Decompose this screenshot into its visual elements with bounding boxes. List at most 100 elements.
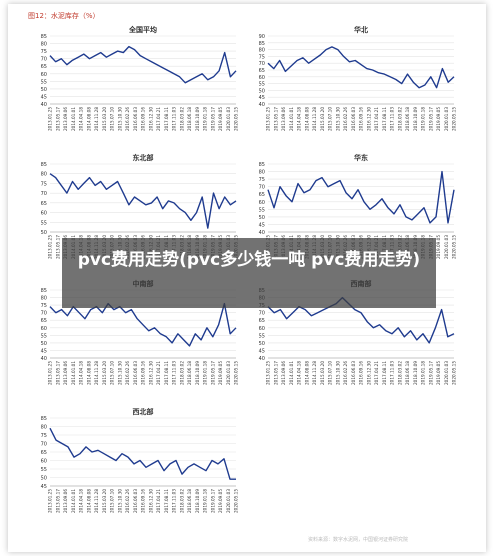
x-tick-label: 2018.06.18 <box>187 361 192 385</box>
y-tick-label: 60 <box>259 75 265 81</box>
y-tick-label: 45 <box>41 94 47 100</box>
y-tick-label: 85 <box>41 162 47 168</box>
y-tick-label: 40 <box>259 230 265 236</box>
y-tick-label: 65 <box>259 192 265 198</box>
x-tick-label: 2014.04.18 <box>79 361 84 385</box>
x-tick-label: 2013.09.06 <box>63 489 68 513</box>
y-tick-label: 85 <box>41 416 47 422</box>
chart-title: 华东 <box>354 153 368 162</box>
x-tick-label: 2016.09.16 <box>359 361 364 385</box>
x-tick-label: 2014.08.08 <box>304 107 309 131</box>
x-tick-label: 2016.12.30 <box>148 107 153 131</box>
x-tick-label: 2019.09.05 <box>436 361 441 385</box>
x-tick-label: 2014.01.01 <box>71 361 76 385</box>
x-tick-label: 2018.10.09 <box>413 107 418 131</box>
y-tick-label: 75 <box>41 181 47 187</box>
x-tick-label: 2015.03.20 <box>320 361 325 385</box>
y-tick-label: 70 <box>41 191 47 197</box>
x-tick-label: 2017.08.11 <box>164 489 169 513</box>
y-tick-label: 45 <box>259 222 265 228</box>
x-tick-label: 2019.09.05 <box>436 235 441 259</box>
x-tick-label: 2013.05.17 <box>273 361 278 385</box>
x-tick-label: 2019.05.17 <box>210 107 215 131</box>
x-tick-label: 2018.06.18 <box>405 361 410 385</box>
x-tick-label: 2014.01.01 <box>71 107 76 131</box>
x-tick-label: 2019.09.05 <box>218 489 223 513</box>
x-tick-label: 2013.01.25 <box>266 361 271 385</box>
x-tick-label: 2020.01.03 <box>444 107 449 131</box>
x-tick-label: 2013.01.25 <box>48 361 53 385</box>
x-tick-label: 2016.02.26 <box>125 489 130 513</box>
x-tick-label: 2017.04.21 <box>156 489 161 513</box>
x-tick-label: 2019.01.18 <box>203 361 208 385</box>
y-tick-label: 80 <box>259 170 265 176</box>
x-tick-label: 2020.01.03 <box>226 107 231 131</box>
y-tick-label: 70 <box>259 311 265 317</box>
x-tick-label: 2017.11.03 <box>390 107 395 131</box>
x-tick-label: 2017.08.11 <box>382 361 387 385</box>
y-tick-label: 90 <box>259 34 265 40</box>
x-tick-label: 2018.03.02 <box>179 489 184 513</box>
y-tick-label: 50 <box>41 476 47 482</box>
y-tick-label: 60 <box>259 326 265 332</box>
x-tick-label: 2013.05.17 <box>55 361 60 385</box>
y-tick-label: 80 <box>259 48 265 54</box>
x-tick-label: 2014.11.28 <box>312 361 317 385</box>
x-tick-label: 2016.06.03 <box>133 489 138 513</box>
y-tick-label: 75 <box>259 177 265 183</box>
x-tick-label: 2014.08.08 <box>86 361 91 385</box>
x-tick-label: 2016.09.16 <box>141 361 146 385</box>
chart-title: 西北部 <box>133 407 154 416</box>
x-tick-label: 2016.06.03 <box>351 361 356 385</box>
x-tick-label: 2017.11.03 <box>390 361 395 385</box>
x-tick-label: 2016.06.03 <box>351 107 356 131</box>
x-tick-label: 2017.04.21 <box>374 107 379 131</box>
x-tick-label: 2014.11.28 <box>94 361 99 385</box>
x-tick-label: 2015.10.30 <box>117 107 122 131</box>
y-tick-label: 40 <box>41 356 47 362</box>
y-tick-label: 40 <box>259 356 265 362</box>
x-tick-label: 2015.03.20 <box>320 107 325 131</box>
x-tick-label: 2014.04.18 <box>297 107 302 131</box>
y-tick-label: 65 <box>41 64 47 70</box>
series-line <box>49 427 236 480</box>
x-tick-label: 2018.10.09 <box>195 107 200 131</box>
x-tick-label: 2016.02.26 <box>343 361 348 385</box>
x-tick-label: 2017.08.11 <box>164 107 169 131</box>
y-tick-label: 55 <box>41 79 47 85</box>
x-tick-label: 2013.01.25 <box>48 235 53 259</box>
y-tick-label: 65 <box>259 318 265 324</box>
y-tick-label: 55 <box>259 333 265 339</box>
x-tick-label: 2017.04.21 <box>374 361 379 385</box>
x-tick-label: 2019.01.18 <box>421 107 426 131</box>
x-tick-label: 2015.07.10 <box>110 489 115 513</box>
series-line <box>49 173 237 229</box>
series-line <box>49 302 237 347</box>
x-tick-label: 2016.12.30 <box>366 361 371 385</box>
x-tick-label: 2014.11.28 <box>94 489 99 513</box>
x-tick-label: 2019.01.18 <box>203 489 208 513</box>
y-tick-label: 45 <box>259 348 265 354</box>
x-tick-label: 2015.07.10 <box>328 361 333 385</box>
x-tick-label: 2017.04.21 <box>156 107 161 131</box>
y-tick-label: 70 <box>41 442 47 448</box>
x-tick-label: 2018.10.09 <box>195 361 200 385</box>
x-tick-label: 2018.06.18 <box>405 107 410 131</box>
x-tick-label: 2016.02.26 <box>343 107 348 131</box>
x-tick-label: 2014.08.08 <box>304 361 309 385</box>
x-tick-label: 2017.08.11 <box>382 107 387 131</box>
y-tick-label: 55 <box>41 467 47 473</box>
y-tick-label: 85 <box>41 34 47 40</box>
x-tick-label: 2017.11.03 <box>172 489 177 513</box>
x-tick-label: 2019.09.05 <box>218 361 223 385</box>
x-tick-label: 2015.07.10 <box>110 107 115 131</box>
x-tick-label: 2020.05.15 <box>452 107 457 131</box>
x-tick-label: 2020.05.15 <box>234 361 239 385</box>
x-tick-label: 2014.04.18 <box>79 489 84 513</box>
x-tick-label: 2014.08.08 <box>86 107 91 131</box>
y-tick-label: 65 <box>41 201 47 207</box>
x-tick-label: 2019.05.17 <box>210 489 215 513</box>
x-tick-label: 2013.01.25 <box>266 107 271 131</box>
x-tick-label: 2014.11.28 <box>94 107 99 131</box>
